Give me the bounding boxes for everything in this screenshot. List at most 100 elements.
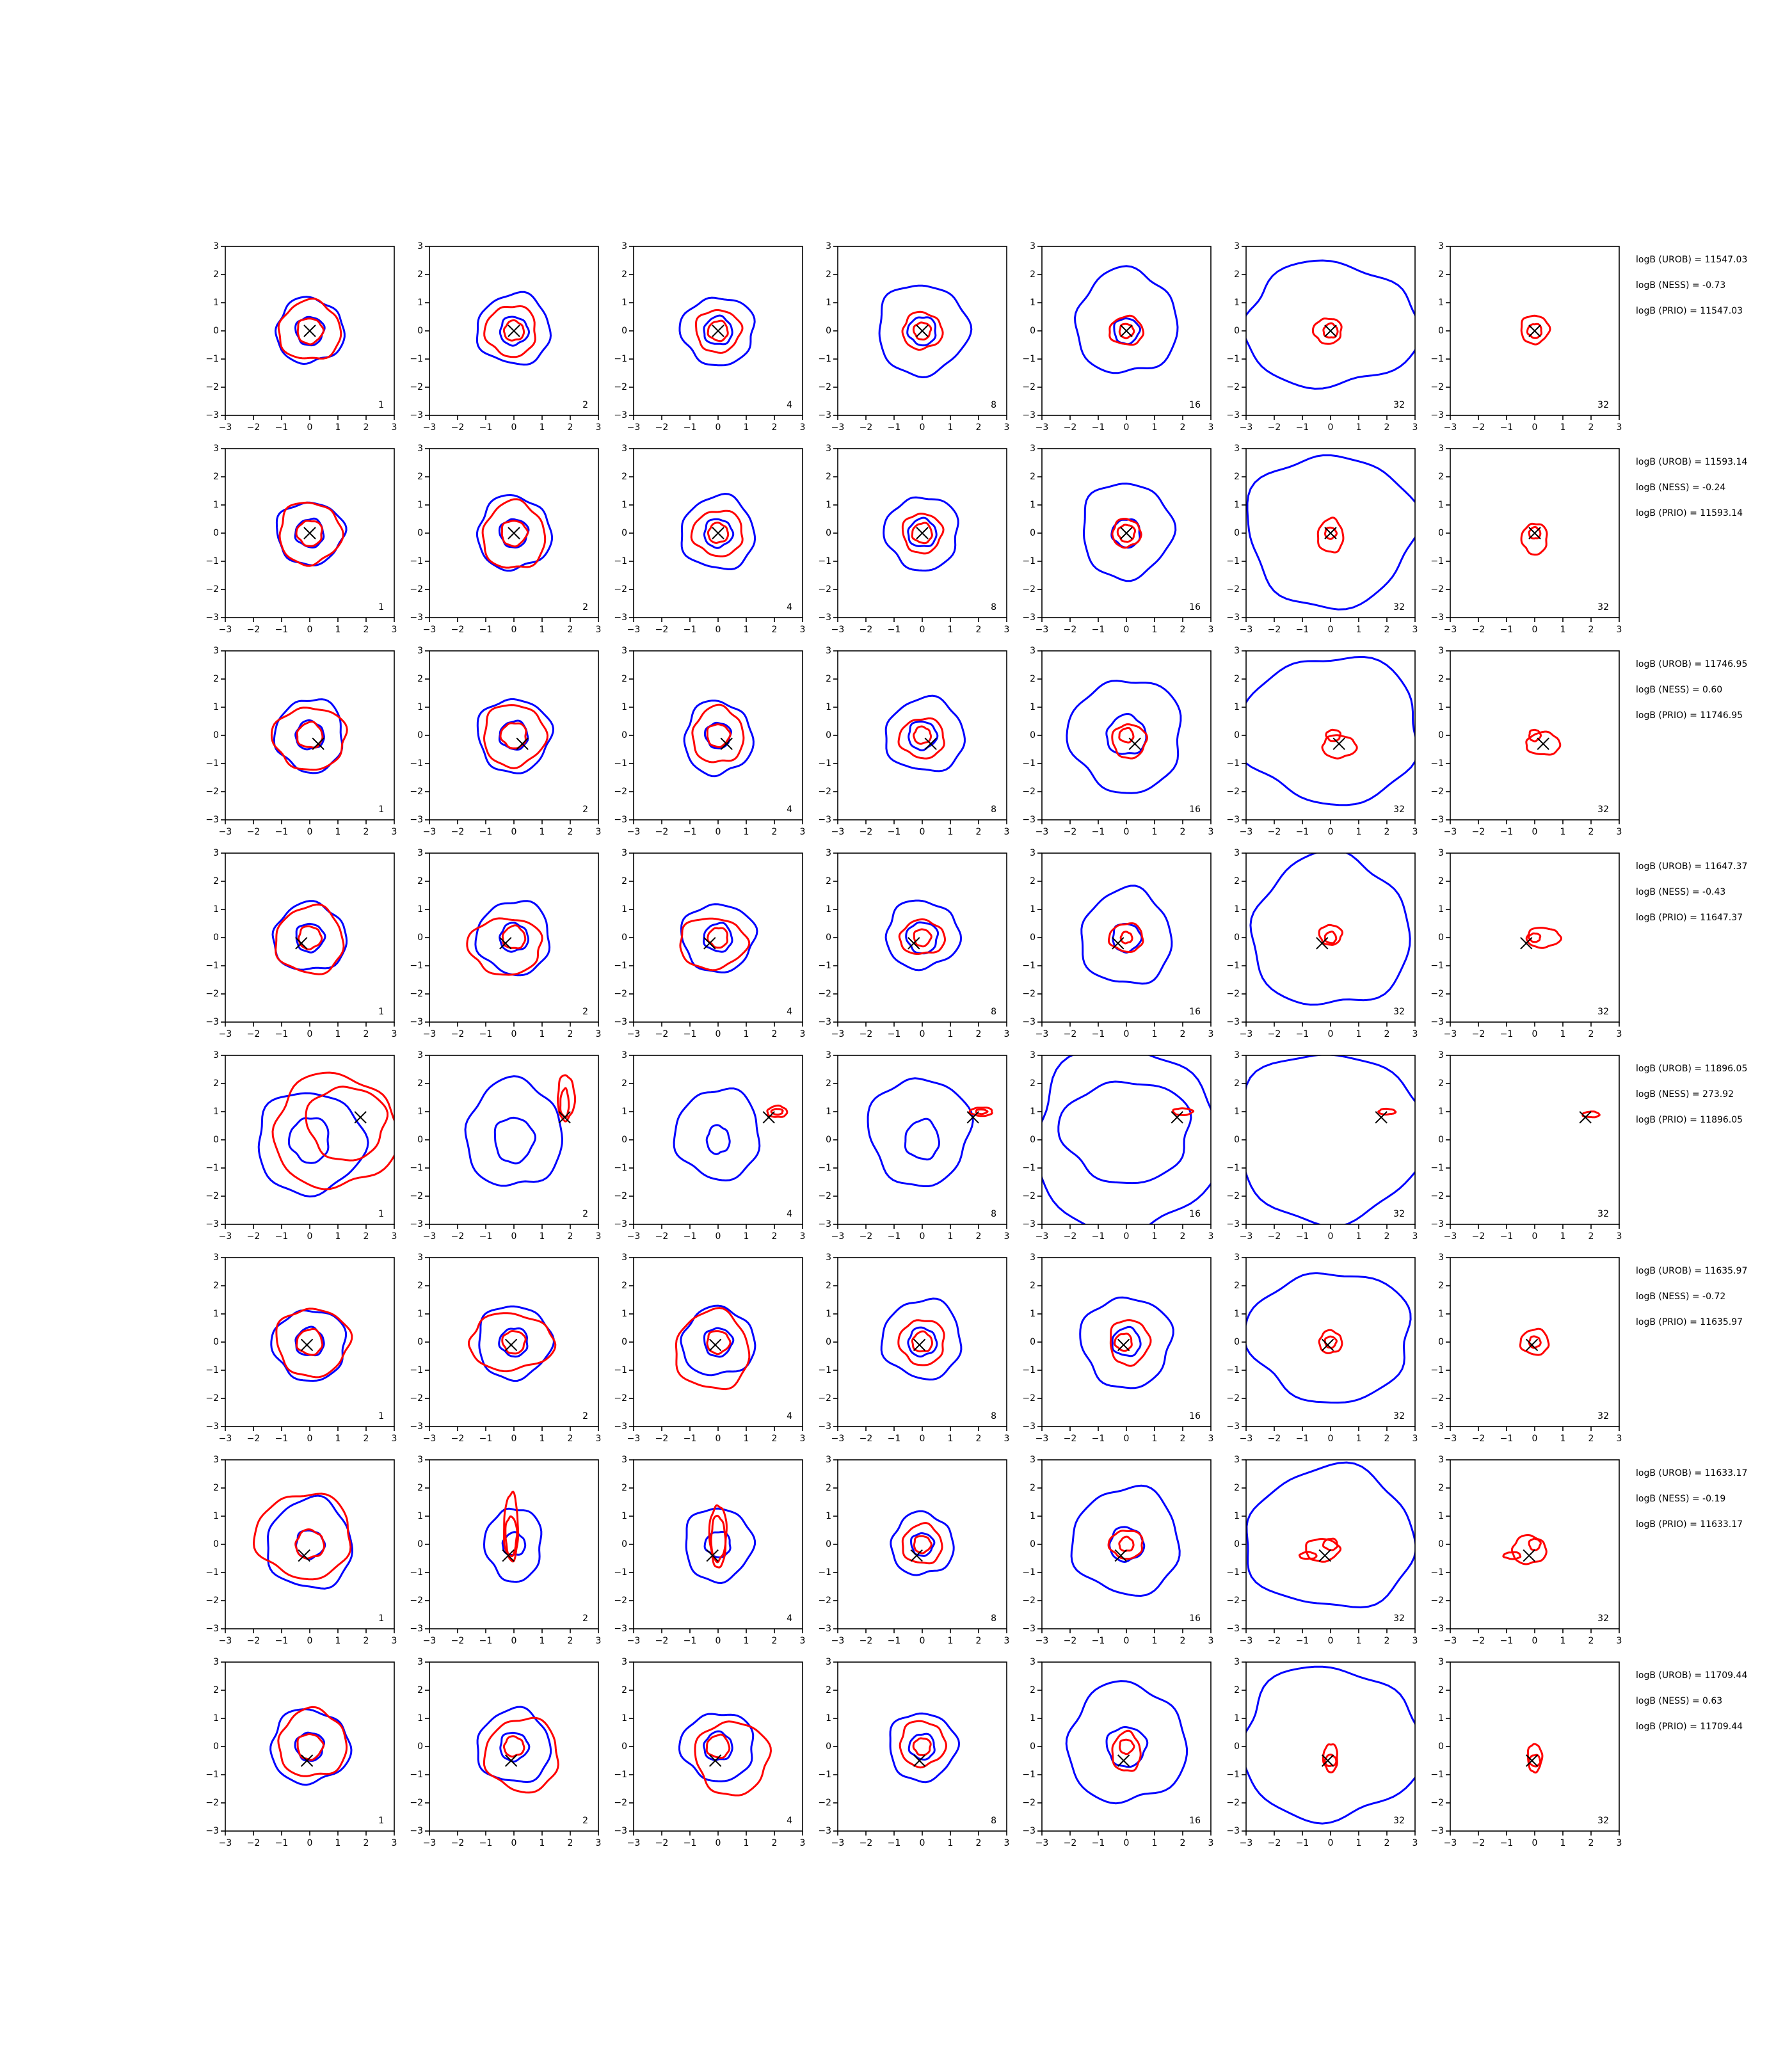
y-tick-label: 0	[621, 1741, 627, 1752]
y-tick-label: −2	[1022, 584, 1036, 595]
x-tick-label: 1	[744, 422, 749, 433]
y-tick-label: −3	[1022, 1017, 1036, 1027]
y-tick-label: 3	[1438, 1252, 1444, 1263]
y-tick-label: −2	[1226, 1596, 1240, 1606]
y-tick-label: 0	[417, 1741, 423, 1752]
panel-label: 8	[991, 1007, 996, 1017]
red-contour	[483, 1716, 559, 1794]
plot-area	[673, 1087, 788, 1181]
x-tick-label: 2	[976, 1029, 982, 1039]
y-tick-label: −2	[1430, 1191, 1444, 1201]
plot-area	[269, 1706, 353, 1786]
y-tick-label: 2	[1030, 472, 1036, 482]
y-tick-label: 0	[621, 326, 627, 336]
x-tick-label: −3	[219, 1636, 232, 1646]
y-tick-label: −2	[614, 787, 627, 797]
y-tick-label: −2	[1430, 989, 1444, 999]
y-tick-label: 0	[1030, 1337, 1036, 1347]
x-tick-label: −3	[219, 827, 232, 837]
x-tick-label: 2	[772, 1231, 778, 1242]
plot-area	[878, 284, 973, 379]
y-tick-label: 3	[826, 1657, 831, 1667]
x-tick-label: 3	[1208, 827, 1214, 837]
y-tick-label: 1	[1438, 1107, 1444, 1117]
x-tick-label: 3	[800, 1636, 806, 1646]
y-tick-label: 3	[213, 241, 219, 252]
y-tick-label: 1	[1234, 500, 1240, 510]
x-tick-label: −1	[479, 1838, 493, 1848]
y-tick-label: −3	[410, 612, 423, 623]
blue-contour	[493, 1116, 537, 1165]
red-contour	[277, 298, 342, 360]
y-tick-label: −3	[205, 1017, 219, 1027]
red-contour	[277, 1706, 348, 1777]
x-tick-label: 0	[920, 625, 925, 635]
blue-contour	[1057, 1080, 1192, 1185]
x-tick-label: −2	[247, 1636, 260, 1646]
y-tick-label: −3	[1430, 1421, 1444, 1432]
y-tick-label: −1	[1022, 556, 1036, 566]
x-tick-label: 3	[1617, 1838, 1622, 1848]
x-tick-label: −2	[860, 1231, 873, 1242]
marker	[703, 937, 716, 950]
marker	[712, 527, 724, 540]
panel-label: 2	[582, 1816, 588, 1826]
x-tick-label: −2	[1064, 1231, 1077, 1242]
y-tick-label: 0	[826, 1337, 831, 1347]
y-tick-label: 3	[1030, 848, 1036, 858]
x-tick-label: −3	[831, 1636, 845, 1646]
x-tick-label: 1	[1152, 1838, 1158, 1848]
marker	[1128, 737, 1141, 750]
y-tick-label: 0	[1438, 528, 1444, 538]
y-tick-label: 1	[826, 1511, 831, 1521]
x-tick-label: 2	[1384, 1029, 1390, 1039]
annotation: logB (PRIO) = 11647.37	[1636, 913, 1743, 923]
x-tick-label: −3	[423, 422, 436, 433]
plot-area	[883, 496, 959, 572]
y-tick-label: −2	[818, 382, 831, 392]
x-tick-label: −1	[1296, 625, 1309, 635]
x-tick-label: −1	[1296, 827, 1309, 837]
red-contour	[1311, 317, 1343, 345]
x-tick-label: 1	[1356, 1636, 1362, 1646]
panel-label: 32	[1393, 1209, 1405, 1219]
blue-contour	[703, 314, 733, 346]
y-tick-label: 0	[213, 1741, 219, 1752]
red-contour	[1526, 1743, 1544, 1774]
x-tick-label: 2	[1588, 1838, 1594, 1848]
y-tick-label: −1	[1226, 556, 1240, 566]
marker	[558, 1111, 571, 1124]
x-tick-label: −1	[1092, 422, 1105, 433]
y-tick-label: 1	[1438, 1511, 1444, 1521]
x-tick-label: −2	[451, 1838, 465, 1848]
y-tick-label: 2	[1234, 472, 1240, 482]
y-tick-label: −1	[205, 354, 219, 364]
y-tick-label: 2	[1030, 876, 1036, 886]
marker	[1375, 1111, 1388, 1124]
x-tick-label: 0	[1532, 1434, 1538, 1444]
x-tick-label: 0	[1124, 1231, 1130, 1242]
x-tick-label: −2	[1268, 827, 1281, 837]
y-tick-label: 3	[417, 241, 423, 252]
y-tick-label: −2	[614, 584, 627, 595]
x-tick-label: 0	[1124, 1838, 1130, 1848]
y-tick-label: 0	[417, 730, 423, 740]
y-tick-label: 3	[826, 646, 831, 656]
x-tick-label: 3	[1412, 1029, 1418, 1039]
blue-contour	[498, 1327, 529, 1358]
y-tick-label: −3	[818, 1624, 831, 1634]
plot-area	[1246, 259, 1415, 390]
x-tick-label: 1	[335, 827, 341, 837]
red-contour	[1305, 1537, 1342, 1563]
y-tick-label: 1	[417, 702, 423, 712]
y-tick-label: 3	[826, 444, 831, 454]
plot-area	[1246, 1055, 1415, 1224]
x-tick-label: −1	[479, 827, 493, 837]
y-tick-label: 0	[1030, 730, 1036, 740]
blue-contour	[287, 1117, 330, 1164]
panel-label: 32	[1597, 602, 1609, 612]
blue-contour	[501, 1531, 527, 1556]
red-contour	[766, 1104, 788, 1118]
y-tick-label: −2	[205, 584, 219, 595]
y-tick-label: 0	[417, 326, 423, 336]
